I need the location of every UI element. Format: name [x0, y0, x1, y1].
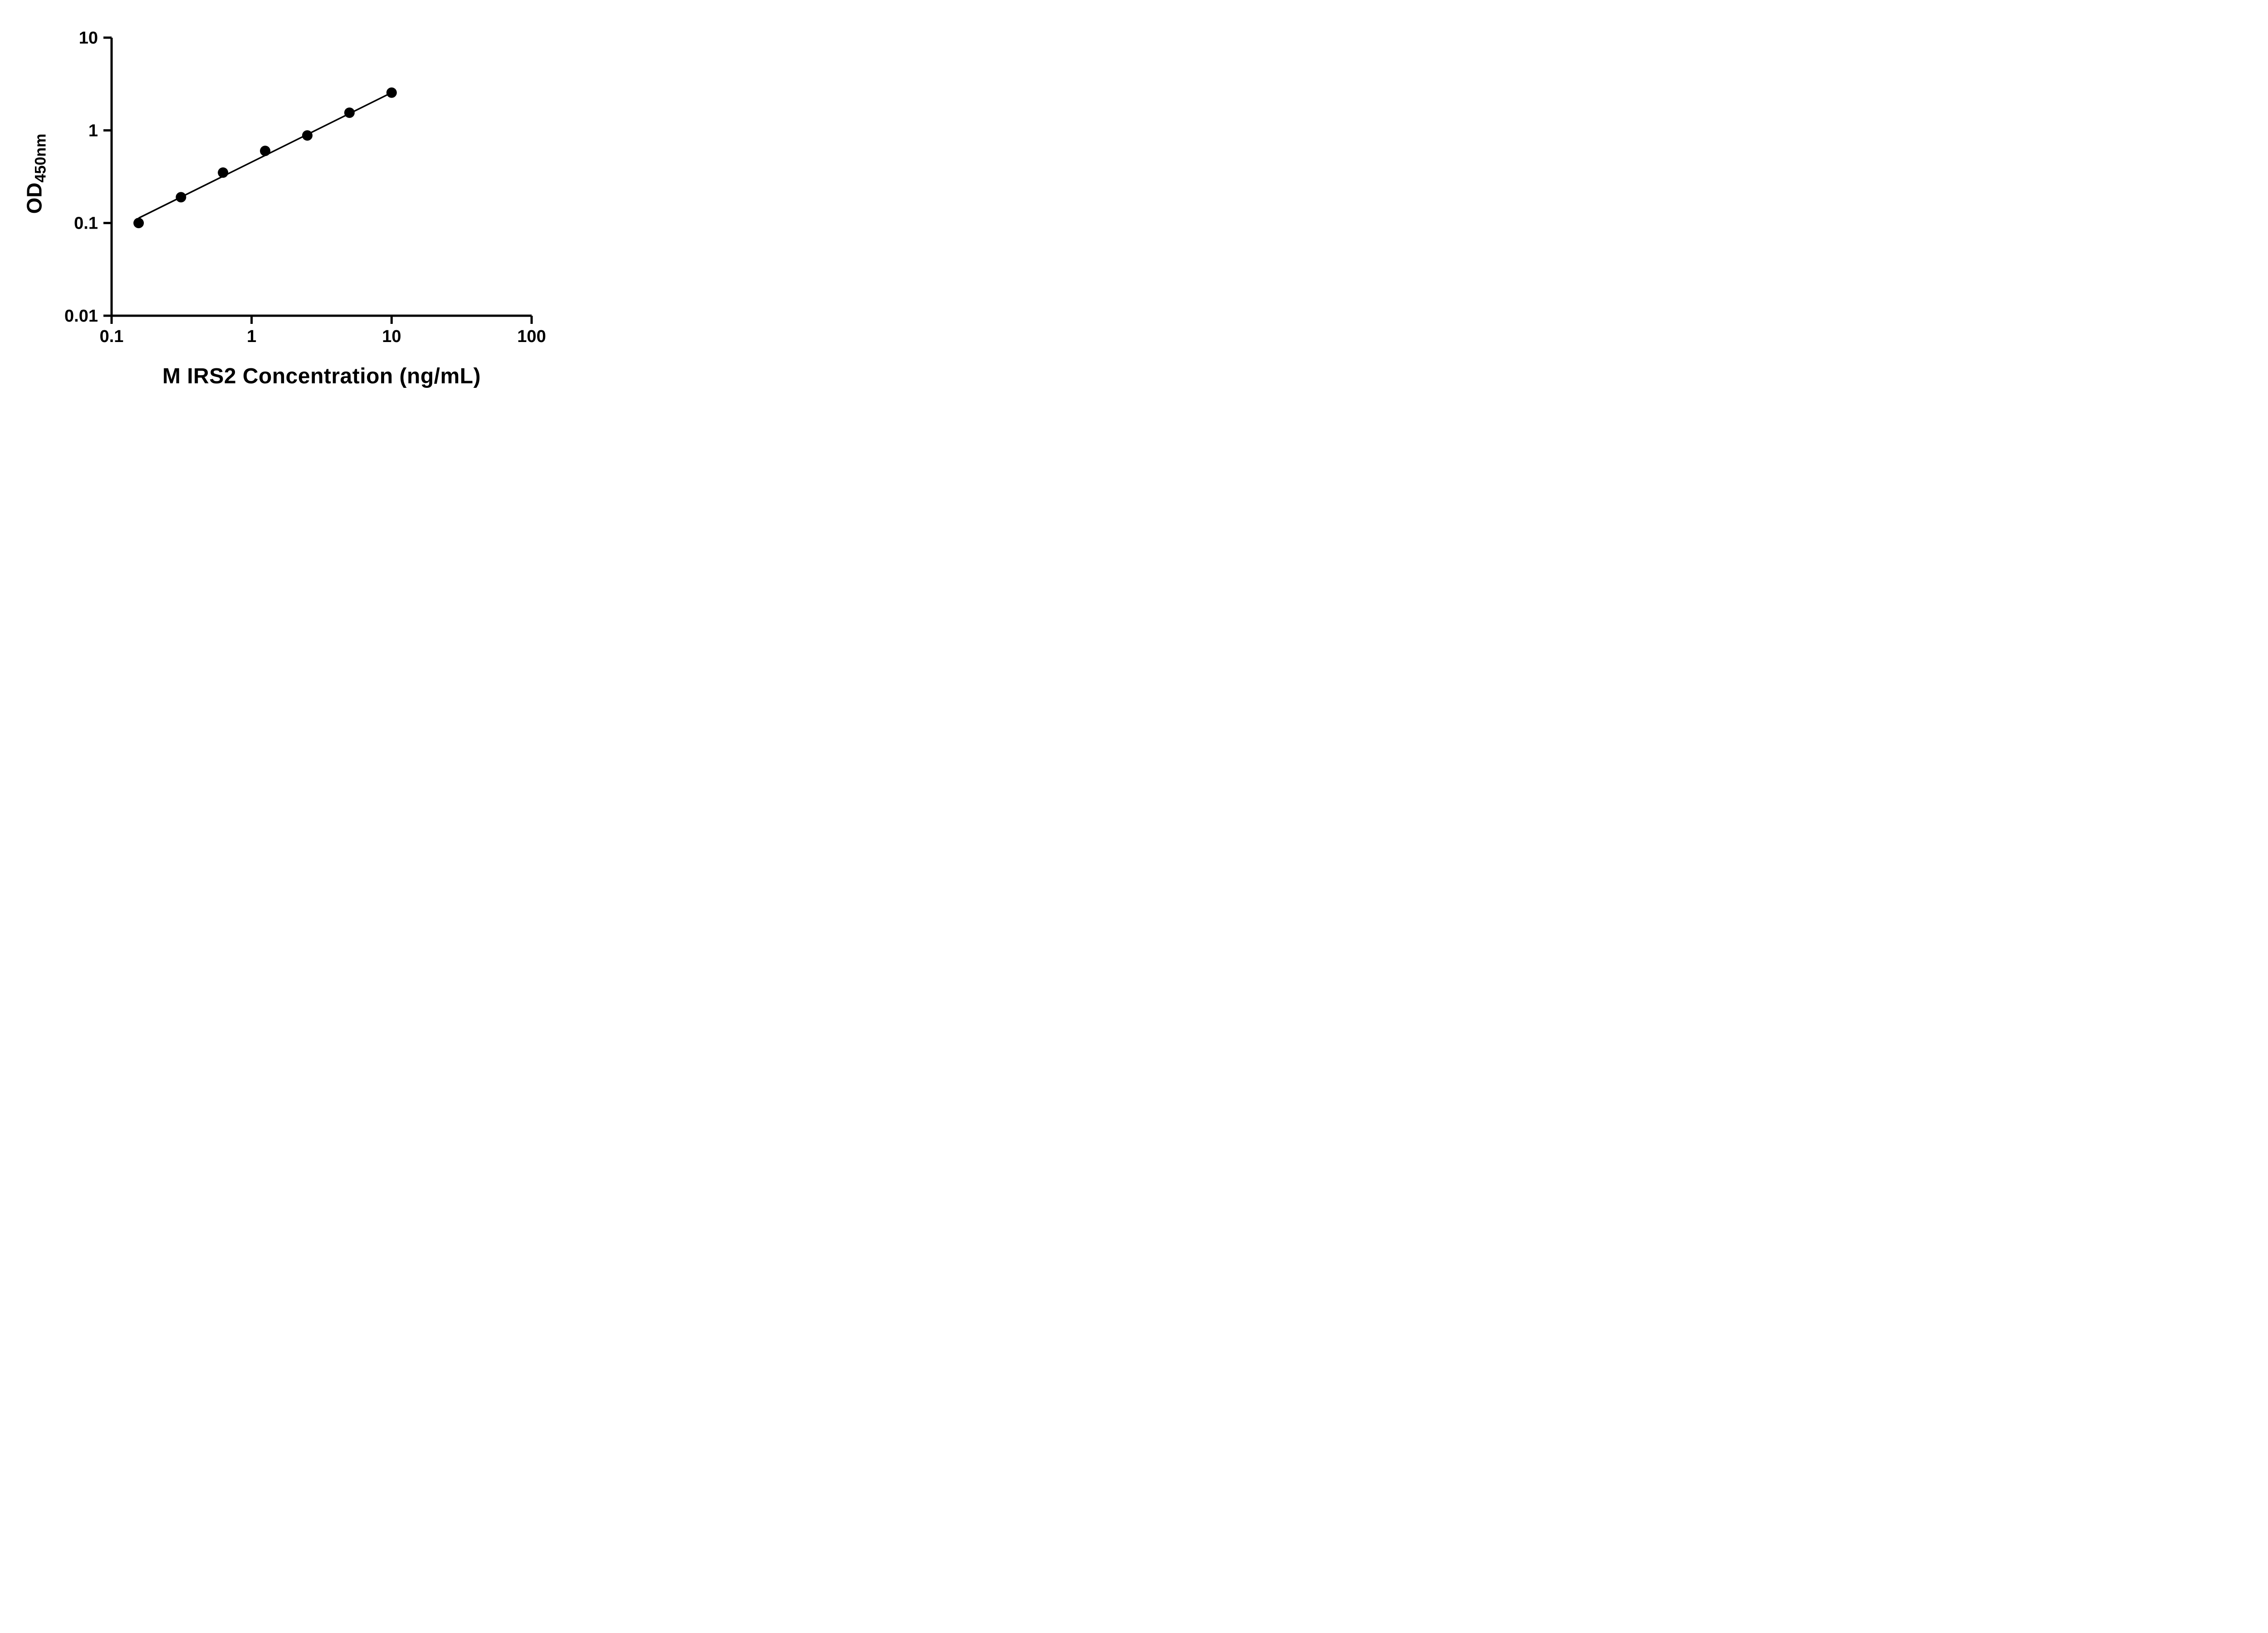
y-tick-label: 1 [88, 121, 98, 140]
data-point [302, 130, 313, 141]
x-tick-label: 10 [382, 327, 401, 346]
x-tick-label: 100 [517, 327, 546, 346]
x-axis-title: M IRS2 Concentration (ng/mL) [162, 364, 481, 388]
y-axis-title-main: OD [22, 182, 46, 214]
data-point [133, 218, 144, 229]
x-tick-label: 1 [247, 327, 256, 346]
data-point [218, 167, 229, 178]
y-axis-title-subscript: 450nm [32, 133, 49, 183]
axes-frame [110, 38, 532, 317]
data-point [260, 146, 271, 156]
y-tick-label: 0.01 [64, 307, 98, 326]
data-point [386, 87, 397, 98]
y-tick-label: 10 [79, 29, 98, 48]
data-point [176, 192, 186, 203]
x-tick-label: 0.1 [100, 327, 124, 346]
y-axis-title: OD450nm [22, 134, 50, 214]
elisa-standard-curve-figure: 0.1 1 10 100 0.01 0.1 1 10 M IRS2 Concentration… [0, 0, 583, 408]
y-tick-label: 0.1 [74, 214, 98, 233]
data-point [344, 107, 355, 118]
